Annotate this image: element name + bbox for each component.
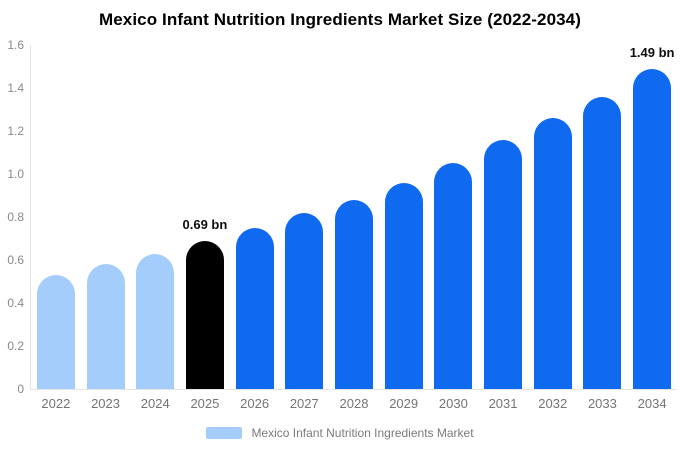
y-tick-label: 0.4	[7, 296, 24, 310]
bar-2031	[484, 139, 523, 389]
x-tick-label: 2030	[438, 396, 468, 411]
bar-group-2025: 0.69 bn 2025	[180, 45, 230, 411]
x-tick-label: 2025	[190, 396, 220, 411]
y-tick-label: 0.6	[7, 253, 24, 267]
bar-group-2033: 2033	[578, 45, 628, 411]
y-tick-label: 0.2	[7, 339, 24, 353]
bar-group-2023: 2023	[81, 45, 131, 411]
chart-title: Mexico Infant Nutrition Ingredients Mark…	[98, 10, 582, 29]
bar-group-2032: 2032	[528, 45, 578, 411]
x-tick-label: 2028	[339, 396, 369, 411]
bar-2033	[583, 96, 622, 389]
y-tick-label: 1.2	[7, 124, 24, 138]
y-tick-label: 0.8	[7, 210, 24, 224]
bar-2025	[185, 240, 224, 389]
x-tick-label: 2034	[637, 396, 667, 411]
x-tick-label: 2031	[488, 396, 518, 411]
bar-group-2034: 1.49 bn 2034	[627, 44, 677, 411]
x-tick-label: 2022	[41, 396, 71, 411]
bar-2026	[235, 227, 274, 389]
bar-group-2022: 2022	[31, 45, 81, 411]
x-tick-label: 2029	[389, 396, 419, 411]
y-tick-label: 1.6	[7, 38, 24, 52]
y-tick-label: 0	[17, 382, 24, 396]
x-tick-label: 2024	[140, 396, 170, 411]
bar-2022	[36, 275, 75, 389]
bar-value-label: 0.69 bn	[182, 216, 228, 232]
bar-2034	[633, 68, 672, 389]
x-tick-label: 2027	[289, 396, 319, 411]
bar-2023	[86, 264, 125, 389]
bar-group-2027: 2027	[279, 45, 329, 411]
bar-group-2030: 2030	[429, 45, 479, 411]
legend-label: Mexico Infant Nutrition Ingredients Mark…	[251, 426, 474, 440]
bar-group-2024: 2024	[130, 45, 180, 411]
bar-2029	[384, 182, 423, 389]
x-tick-label: 2026	[240, 396, 270, 411]
bar-2030	[434, 163, 473, 389]
bar-2024	[136, 253, 175, 389]
legend-swatch	[206, 427, 243, 439]
plot-area: 2022 2023 2024 0.69 bn 2025 2026 2027 2028 2029 2…	[30, 44, 677, 411]
bar-value-label: 1.49 bn	[629, 44, 675, 60]
x-tick-label: 2033	[587, 396, 617, 411]
x-tick-label: 2032	[538, 396, 568, 411]
bar-group-2028: 2028	[329, 45, 379, 411]
x-tick-label: 2023	[91, 396, 120, 411]
y-axis: 0 0.2 0.4 0.6 0.8 1.0 1.2 1.4 1.6	[0, 38, 24, 396]
bar-2032	[533, 118, 572, 389]
bar-2028	[334, 199, 373, 389]
y-tick-label: 1.4	[7, 81, 24, 95]
bar-2027	[285, 212, 324, 389]
legend: Mexico Infant Nutrition Ingredients Mark…	[0, 425, 680, 441]
bar-group-2026: 2026	[230, 45, 280, 411]
y-tick-label: 1.0	[7, 167, 24, 181]
bar-group-2029: 2029	[379, 45, 429, 411]
bar-group-2031: 2031	[478, 45, 528, 411]
